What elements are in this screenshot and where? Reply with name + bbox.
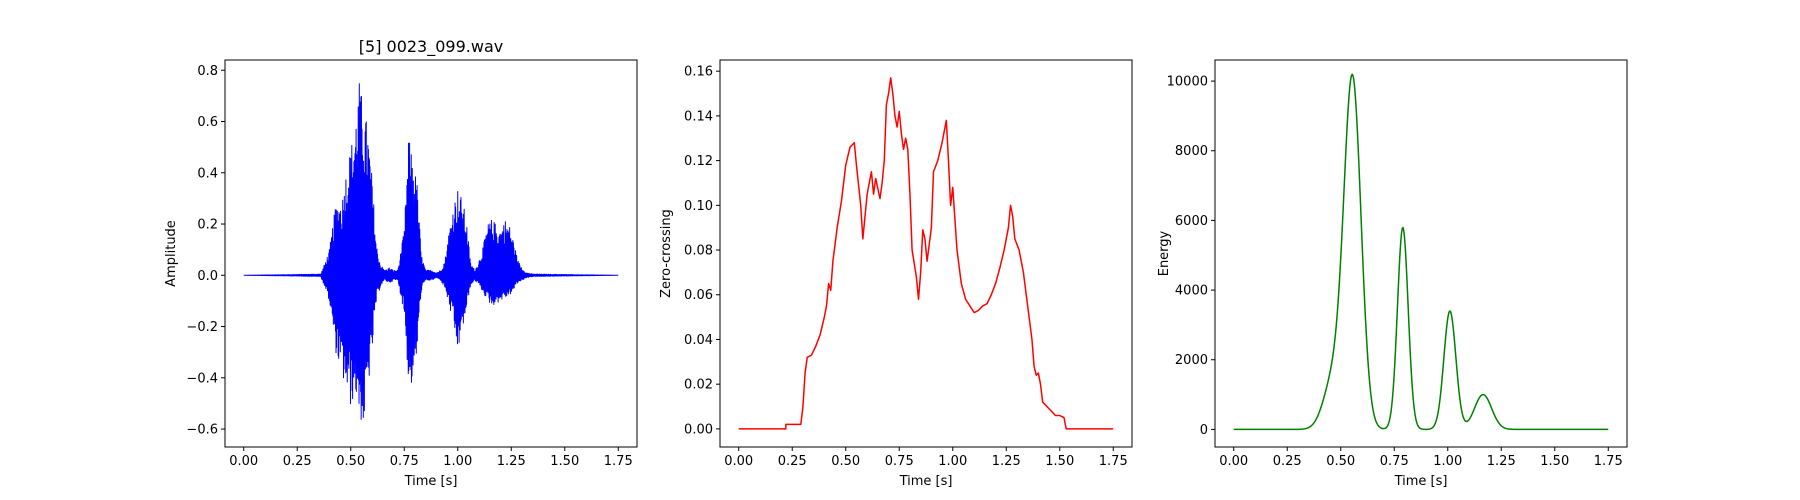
- y-tick-label: 6000: [1175, 214, 1208, 229]
- x-tick-label: 0.25: [778, 454, 807, 469]
- y-tick-label: 0.02: [684, 378, 713, 393]
- y-tick-label: −0.6: [186, 423, 218, 438]
- x-tick-label: 1.25: [992, 454, 1021, 469]
- y-tick-label: 0.4: [197, 166, 218, 181]
- y-tick-label: 0.00: [684, 422, 713, 437]
- amplitude-chart-title: [5] 0023_099.wav: [359, 37, 503, 57]
- zero-crossing-axes-frame: [719, 59, 1133, 448]
- y-tick-label: 0.12: [684, 154, 713, 169]
- x-tick-label: 0.25: [283, 454, 312, 469]
- zero-crossing-y-axis-label: Zero-crossing: [659, 209, 674, 298]
- amplitude-series-line: [243, 83, 619, 420]
- x-tick-label: 0.00: [724, 454, 753, 469]
- x-tick-label: 0.00: [229, 454, 258, 469]
- y-tick-label: 0.08: [684, 244, 713, 259]
- x-tick-label: 1.25: [497, 454, 526, 469]
- x-tick-label: 0.75: [885, 454, 914, 469]
- y-tick-label: 4000: [1175, 284, 1208, 299]
- x-tick-label: 1.00: [1433, 454, 1462, 469]
- amplitude-y-axis-label: Amplitude: [164, 220, 179, 287]
- x-tick-label: 1.75: [1594, 454, 1623, 469]
- zero-crossing-subplot: 0.00 0.25 0.50 0.75 1.00 1.25 1.50 1.75 0.00 0.02…: [659, 59, 1133, 489]
- y-tick-label: 10000: [1167, 75, 1208, 90]
- y-tick-label: 0.2: [197, 218, 218, 233]
- x-tick-label: 1.00: [443, 454, 472, 469]
- amplitude-axes-frame: [224, 59, 638, 448]
- zero-crossing-series-line: [738, 77, 1114, 430]
- y-tick-label: 0.06: [684, 288, 713, 303]
- x-tick-label: 0.00: [1219, 454, 1248, 469]
- energy-series-line: [1233, 73, 1609, 431]
- x-tick-label: 1.75: [1099, 454, 1128, 469]
- x-tick-label: 0.25: [1273, 454, 1302, 469]
- energy-x-axis-label: Time [s]: [1394, 474, 1448, 489]
- x-tick-label: 0.75: [1380, 454, 1409, 469]
- amplitude-subplot: 0.00 0.25 0.50 0.75 1.00 1.25 1.50 1.75 −0.6 −0.4…: [164, 37, 638, 489]
- y-tick-label: 0.14: [684, 109, 713, 124]
- amplitude-x-axis-label: Time [s]: [404, 474, 458, 489]
- zero-crossing-x-axis-label: Time [s]: [899, 474, 953, 489]
- x-tick-label: 1.00: [938, 454, 967, 469]
- x-tick-label: 0.50: [831, 454, 860, 469]
- x-tick-label: 1.75: [604, 454, 633, 469]
- y-tick-label: 0.6: [197, 115, 218, 130]
- x-tick-label: 1.50: [1045, 454, 1074, 469]
- y-tick-label: 0.10: [684, 199, 713, 214]
- x-tick-label: 0.50: [336, 454, 365, 469]
- y-tick-label: 2000: [1175, 353, 1208, 368]
- x-tick-label: 0.75: [390, 454, 419, 469]
- y-tick-label: 0.16: [684, 65, 713, 80]
- energy-y-axis-label: Energy: [1157, 230, 1172, 276]
- x-tick-label: 1.50: [1540, 454, 1569, 469]
- y-tick-label: 0.8: [197, 64, 218, 79]
- energy-subplot: 0.00 0.25 0.50 0.75 1.00 1.25 1.50 1.75 0 2000 400…: [1157, 59, 1628, 489]
- y-tick-label: −0.4: [186, 371, 218, 386]
- x-tick-label: 1.50: [550, 454, 579, 469]
- y-tick-label: 0: [1200, 423, 1208, 438]
- y-tick-label: 0.04: [684, 333, 713, 348]
- energy-axes-frame: [1214, 59, 1628, 448]
- x-tick-label: 0.50: [1326, 454, 1355, 469]
- y-tick-label: 0.0: [197, 269, 218, 284]
- y-tick-label: −0.2: [186, 320, 218, 335]
- y-tick-label: 8000: [1175, 144, 1208, 159]
- x-tick-label: 1.25: [1487, 454, 1516, 469]
